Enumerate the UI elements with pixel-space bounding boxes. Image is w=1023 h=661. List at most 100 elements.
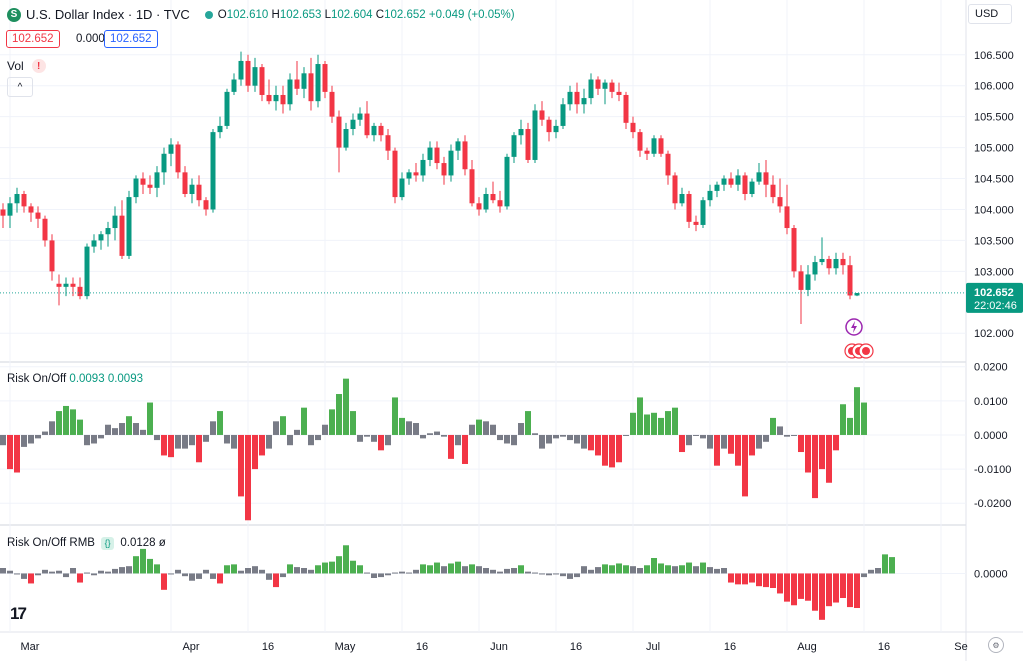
histogram-bar: [539, 434, 545, 449]
candle-body: [623, 94, 629, 123]
histogram-bar: [245, 568, 251, 574]
histogram-bar: [392, 397, 398, 435]
time-axis[interactable]: Mar Apr 16 May 16 Jun 16 Jul 16 Aug 16 Se: [21, 641, 968, 653]
histogram-bar: [602, 564, 608, 574]
histogram-bar: [189, 434, 195, 446]
candle-body: [518, 129, 524, 136]
histogram-bar: [539, 573, 545, 575]
candle-body: [147, 184, 153, 188]
candle-body: [693, 221, 699, 225]
histogram-bar: [581, 434, 587, 449]
warning-icon[interactable]: !: [31, 59, 46, 73]
candle-body: [847, 265, 853, 296]
risk-onoff-rmb-legend[interactable]: Risk On/Off RMB {} 0.0128 ø: [7, 537, 166, 550]
candle-body: [196, 184, 202, 201]
histogram-bar: [819, 434, 825, 470]
histogram-bar: [588, 569, 594, 574]
histogram-bar: [301, 568, 307, 574]
histogram-bar: [28, 434, 34, 444]
candle-body: [364, 113, 370, 136]
histogram-bar: [497, 434, 503, 441]
gear-icon[interactable]: ⚙: [988, 637, 1004, 653]
histogram-bar: [777, 573, 783, 594]
histogram-bar: [497, 571, 503, 574]
histogram-bar: [840, 404, 846, 435]
histogram-bar: [392, 572, 398, 574]
collapse-legend-button[interactable]: ^: [7, 77, 33, 97]
histogram-bar: [196, 573, 202, 579]
candle-body: [168, 144, 174, 154]
histogram-bar: [371, 434, 377, 442]
histogram-bar: [560, 434, 566, 437]
risk-onoff-name: Risk On/Off: [7, 373, 67, 385]
currency-select[interactable]: USD: [968, 4, 1012, 24]
histogram-bar: [378, 434, 384, 451]
buy-price-button[interactable]: 102.652: [104, 30, 158, 48]
histogram-bar: [644, 414, 650, 435]
histogram-bar: [161, 434, 167, 456]
histogram-bar: [574, 573, 580, 578]
histogram-bar: [182, 573, 188, 577]
price-tick-label: 106.500: [974, 50, 1014, 62]
symbol-title[interactable]: U.S. Dollar Index · 1D · TVC: [26, 7, 190, 22]
tradingview-logo[interactable]: 17: [10, 604, 27, 623]
risk-onoff-legend[interactable]: Risk On/Off 0.0093 0.0093: [7, 373, 143, 385]
candle-body: [77, 286, 83, 297]
histogram-bar: [70, 568, 76, 574]
sell-price-button[interactable]: 102.652: [6, 30, 60, 48]
histogram-bar: [749, 434, 755, 456]
histogram-bar: [84, 572, 90, 574]
histogram-bar: [518, 565, 524, 574]
histogram-bar: [756, 573, 762, 587]
candle-body: [350, 119, 356, 130]
histogram-bar: [182, 434, 188, 449]
risk-onoff-value-1: 0.0093: [69, 373, 105, 385]
candle-body: [98, 234, 104, 241]
candle-body: [301, 73, 307, 89]
histogram-bar: [371, 573, 377, 578]
histogram-bar: [420, 434, 426, 439]
histogram-bar: [343, 545, 349, 574]
candle-body: [231, 79, 237, 92]
candle-body: [644, 150, 650, 154]
histogram-bar: [805, 573, 811, 601]
candle-body: [154, 172, 160, 188]
histogram-bar: [147, 558, 153, 574]
vol-legend[interactable]: Vol !: [7, 59, 46, 73]
histogram-bar: [721, 568, 727, 574]
histogram-bar: [196, 434, 202, 463]
vol-label: Vol: [7, 59, 24, 73]
histogram-bar: [483, 421, 489, 435]
histogram-bar: [714, 434, 720, 466]
histogram-bar: [273, 421, 279, 435]
histogram-bar: [301, 407, 307, 435]
source-code-icon[interactable]: {}: [101, 537, 115, 550]
histogram-bar: [49, 571, 55, 574]
histogram-bar: [847, 573, 853, 608]
candle-body: [287, 79, 293, 105]
histogram-bar: [189, 573, 195, 581]
histogram-bar: [91, 573, 97, 576]
histogram-bar: [637, 568, 643, 574]
histogram-bar: [0, 568, 6, 574]
price-axis[interactable]: 106.500 106.000 105.500 105.000 104.500 104.0…: [966, 50, 1023, 581]
histogram-bar: [364, 572, 370, 574]
candle-body: [91, 240, 97, 247]
histogram-bar: [140, 429, 146, 435]
histogram-bar: [112, 428, 118, 435]
histogram-bar: [553, 573, 559, 575]
histogram-bar: [294, 567, 300, 574]
histogram-bar: [637, 397, 643, 435]
histogram-bar: [224, 434, 230, 444]
histogram-bar: [56, 570, 62, 574]
histogram-bar: [175, 434, 181, 449]
histogram-bar: [707, 434, 713, 449]
candle-body: [203, 200, 209, 210]
candle-body: [259, 67, 265, 95]
candle-body: [791, 228, 797, 272]
symbol-legend[interactable]: S U.S. Dollar Index · 1D · TVC O102.610 …: [7, 7, 515, 22]
candle-body: [602, 82, 608, 89]
candle-body: [245, 60, 251, 86]
